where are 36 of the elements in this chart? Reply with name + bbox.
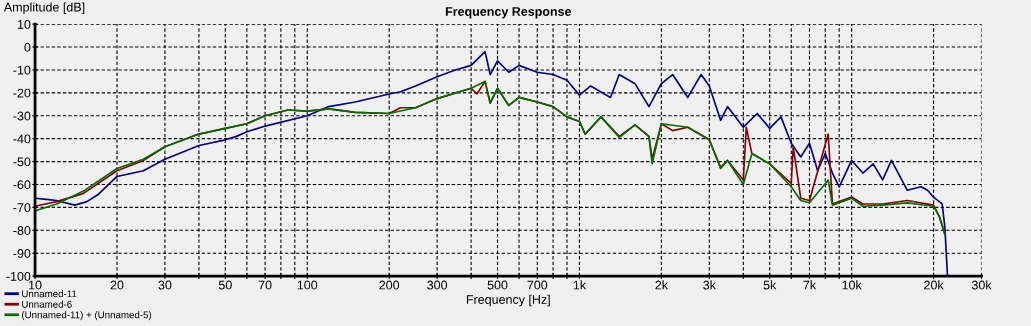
y-tick-label: -10 xyxy=(13,65,31,75)
y-axis-title: Amplitude [dB] xyxy=(3,2,85,15)
legend-label: Unnamed-11 xyxy=(22,290,77,298)
y-tick-label: -50 xyxy=(13,157,31,167)
y-tick-label: 10 xyxy=(17,19,31,29)
x-tick-label: 70 xyxy=(258,280,272,290)
x-tick-label: 50 xyxy=(218,280,232,290)
chart-title: Frequency Response xyxy=(445,7,572,19)
x-tick-label: 20k xyxy=(924,280,944,290)
x-tick-label: 100 xyxy=(297,280,318,290)
y-tick-label: 0 xyxy=(24,42,31,52)
legend-label: (Unnamed-11) + (Unnamed-5) xyxy=(21,311,152,321)
x-tick-label: 3k xyxy=(703,280,716,290)
x-axis-title: Frequency [Hz] xyxy=(466,294,550,307)
y-tick-label: -80 xyxy=(13,226,31,235)
y-tick-label: -30 xyxy=(13,111,31,121)
x-tick-label: 500 xyxy=(487,280,508,290)
x-tick-label: 20 xyxy=(110,280,124,290)
x-tick-label: 10 xyxy=(29,280,42,290)
x-tick-label: 7k xyxy=(803,280,817,290)
x-tick-label: 2k xyxy=(655,280,668,290)
y-tick-label: -20 xyxy=(13,88,31,98)
x-tick-label: 30k xyxy=(971,280,992,290)
x-tick-label: 30 xyxy=(158,280,172,290)
x-tick-label: 1k xyxy=(573,280,587,290)
x-tick-label: 5k xyxy=(763,280,777,290)
x-tick-label: 300 xyxy=(427,280,448,290)
legend-label: Unnamed-6 xyxy=(22,300,72,308)
x-tick-label: 700 xyxy=(527,280,548,290)
y-tick-label: -100 xyxy=(6,271,31,281)
y-tick-label: -40 xyxy=(13,134,31,144)
y-tick-label: -90 xyxy=(13,249,31,258)
y-tick-label: -70 xyxy=(13,203,31,213)
x-tick-label: 10k xyxy=(842,280,862,290)
x-tick-label: 200 xyxy=(379,280,400,290)
y-tick-label: -60 xyxy=(13,180,31,190)
